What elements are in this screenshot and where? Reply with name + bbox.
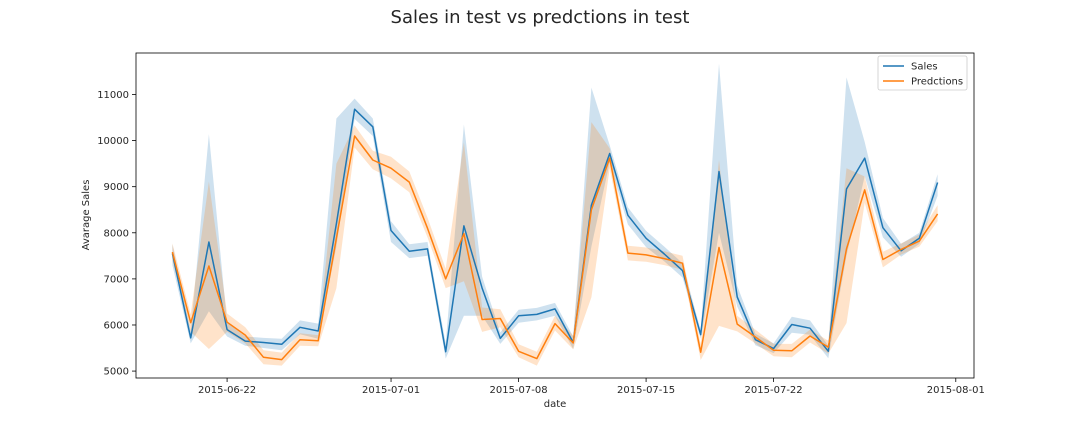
x-tick-label: 2015-07-22 (745, 385, 803, 396)
x-tick-label: 2015-08-01 (927, 385, 985, 396)
x-tick-label: 2015-07-15 (617, 385, 675, 396)
confidence-band-predctions (172, 122, 938, 366)
y-tick-label: 7000 (104, 274, 129, 285)
y-axis: 5000 6000 7000 8000 9000 10000 11000 (97, 90, 136, 378)
y-tick-label: 5000 (104, 367, 129, 378)
x-axis: 2015-06-22 2015-07-01 2015-07-08 2015-07-15… (198, 378, 985, 396)
series-line-sales (171, 108, 939, 353)
x-tick-label: 2015-06-22 (198, 385, 256, 396)
y-tick-label: 10000 (97, 136, 129, 147)
y-axis-label: Avarage Sales (81, 180, 92, 251)
legend-label-sales: Sales (911, 62, 938, 73)
y-tick-label: 8000 (104, 228, 129, 239)
x-axis-label: date (544, 399, 567, 410)
y-tick-label: 6000 (104, 320, 129, 331)
series-line-predctions (171, 135, 939, 361)
x-tick-label: 2015-07-01 (362, 385, 420, 396)
x-tick-label: 2015-07-08 (490, 385, 548, 396)
y-tick-label: 9000 (104, 182, 129, 193)
plot-area (171, 63, 939, 366)
confidence-band-sales (172, 63, 938, 359)
plot-frame (135, 52, 975, 379)
chart-title: Sales in test vs predctions in test (391, 7, 690, 28)
y-tick-label: 11000 (97, 90, 129, 101)
legend-label-predctions: Predctions (911, 77, 963, 88)
legend: Sales Predctions (877, 55, 968, 91)
